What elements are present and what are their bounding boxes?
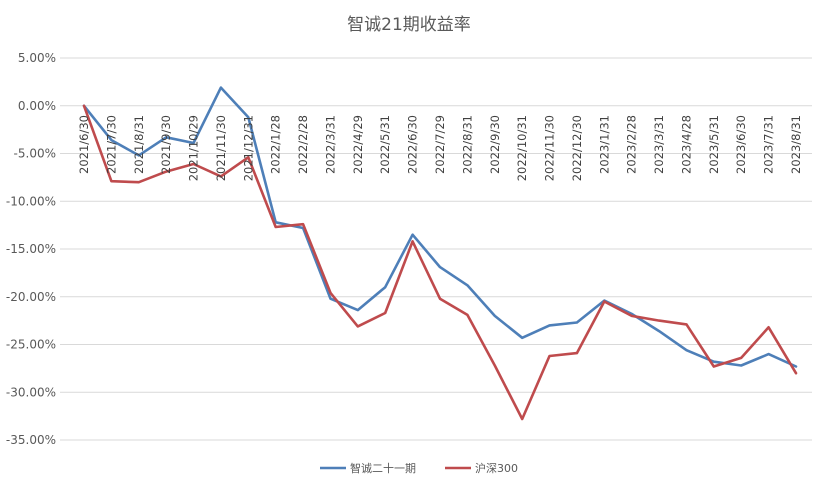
x-tick-label: 2022/6/30 bbox=[406, 115, 420, 174]
y-tick-label: 5.00% bbox=[18, 51, 56, 65]
chart-title: 智诚21期收益率 bbox=[347, 15, 471, 35]
x-tick-label: 2021/11/30 bbox=[214, 115, 228, 181]
x-tick-label: 2022/1/28 bbox=[269, 115, 283, 174]
x-tick-label: 2022/5/31 bbox=[378, 115, 392, 174]
legend-label-1: 智诚二十一期 bbox=[350, 461, 416, 475]
x-tick-label: 2022/3/31 bbox=[323, 115, 337, 174]
x-tick-label: 2023/7/31 bbox=[762, 115, 776, 174]
x-tick-label: 2023/3/31 bbox=[652, 115, 666, 174]
x-tick-label: 2022/7/29 bbox=[433, 115, 447, 174]
y-tick-label: -20.00% bbox=[6, 290, 56, 304]
series-line-2 bbox=[82, 104, 798, 421]
x-tick-label: 2023/2/28 bbox=[625, 115, 639, 174]
legend: 智诚二十一期 沪深300 bbox=[320, 461, 518, 475]
x-axis-ticks: 2021/6/30 2021/7/30 2021/8/31 2021/9/30 2021… bbox=[77, 115, 803, 181]
y-tick-label: -25.00% bbox=[6, 338, 56, 352]
y-tick-label: -15.00% bbox=[6, 242, 56, 256]
x-tick-label: 2022/2/28 bbox=[296, 115, 310, 174]
x-tick-label: 2021/8/31 bbox=[132, 115, 146, 174]
x-tick-label: 2023/5/31 bbox=[707, 115, 721, 174]
x-tick-label: 2022/8/31 bbox=[460, 115, 474, 174]
gridlines bbox=[60, 57, 812, 441]
y-tick-label: -35.00% bbox=[6, 433, 56, 447]
legend-label-2: 沪深300 bbox=[475, 461, 518, 475]
y-tick-label: 0.00% bbox=[18, 99, 56, 113]
x-tick-label: 2022/12/30 bbox=[570, 115, 584, 181]
x-tick-label: 2023/6/30 bbox=[734, 115, 748, 174]
x-tick-label: 2021/6/30 bbox=[77, 115, 91, 174]
x-tick-label: 2023/4/28 bbox=[679, 115, 693, 174]
x-tick-label: 2022/4/29 bbox=[351, 115, 365, 174]
x-tick-label: 2022/10/31 bbox=[515, 115, 529, 181]
x-tick-label: 2022/11/30 bbox=[543, 115, 557, 181]
x-tick-label: 2021/9/30 bbox=[159, 115, 173, 174]
y-axis-ticks: 5.00% 0.00% -5.00% -10.00% -15.00% -20.00% -25… bbox=[6, 51, 56, 447]
x-tick-label: 2021/10/29 bbox=[187, 115, 201, 181]
y-tick-label: -5.00% bbox=[14, 147, 56, 161]
x-tick-label: 2023/1/31 bbox=[597, 115, 611, 174]
x-tick-label: 2022/9/30 bbox=[488, 115, 502, 174]
x-tick-label: 2021/12/31 bbox=[241, 115, 255, 181]
series-line-1 bbox=[82, 86, 798, 368]
x-tick-label: 2023/8/31 bbox=[789, 115, 803, 174]
y-tick-label: -30.00% bbox=[6, 385, 56, 399]
series-lines bbox=[82, 86, 798, 421]
y-tick-label: -10.00% bbox=[6, 194, 56, 208]
x-tick-label: 2021/7/30 bbox=[104, 115, 118, 174]
